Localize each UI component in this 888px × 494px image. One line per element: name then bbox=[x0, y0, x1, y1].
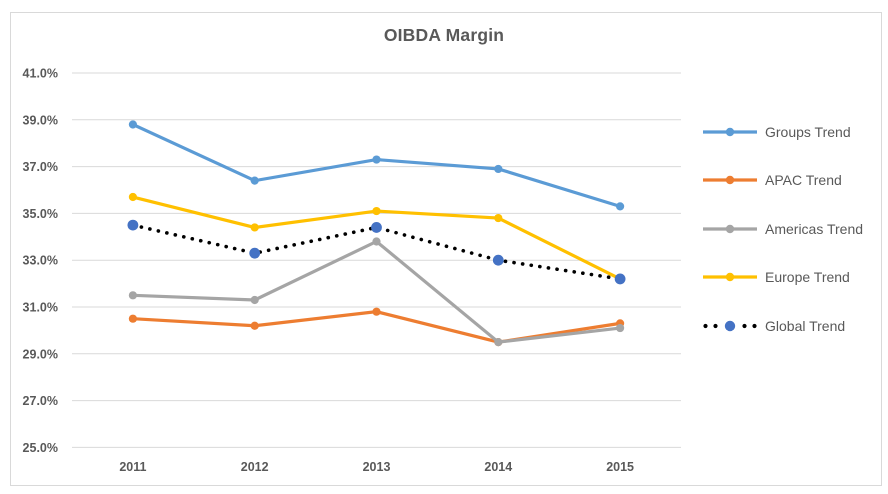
data-point-americas-trend bbox=[250, 295, 259, 305]
legend-swatch-apac-trend bbox=[703, 175, 757, 185]
data-point-apac-trend bbox=[372, 307, 381, 316]
data-point-apac-trend bbox=[128, 314, 137, 323]
data-point-apac-trend bbox=[250, 321, 259, 330]
data-point-global-trend bbox=[371, 222, 382, 233]
x-axis-tick-label: 2011 bbox=[119, 460, 146, 474]
x-axis-tick-label: 2013 bbox=[363, 460, 391, 474]
legend-item-global-trend[interactable]: Global Trend bbox=[702, 315, 863, 336]
data-point-americas-trend bbox=[128, 291, 137, 300]
legend-dot bbox=[752, 323, 757, 328]
legend-swatch-europe-trend bbox=[703, 272, 757, 282]
series-line-groups-trend bbox=[132, 123, 621, 208]
legend-marker bbox=[725, 272, 735, 282]
data-point-global-trend bbox=[127, 219, 139, 231]
legend-item-apac-trend[interactable]: APAC Trend bbox=[702, 170, 863, 191]
legend-swatch-americas-trend bbox=[703, 224, 757, 233]
legend-item-groups-trend[interactable]: Groups Trend bbox=[702, 121, 863, 142]
chart-border bbox=[10, 12, 882, 486]
y-axis-tick-label: 25.0% bbox=[23, 441, 58, 455]
data-point-global-trend bbox=[492, 254, 504, 266]
legend-dot bbox=[713, 323, 718, 328]
series-line-americas-trend bbox=[132, 239, 621, 344]
y-axis-tick-label: 37.0% bbox=[23, 160, 58, 174]
legend-label: Americas Trend bbox=[765, 220, 864, 237]
legend-marker bbox=[724, 320, 736, 331]
legend-label: Global Trend bbox=[765, 317, 846, 334]
legend-marker bbox=[725, 127, 735, 136]
y-axis-tick-label: 31.0% bbox=[23, 301, 58, 315]
data-point-americas-trend bbox=[616, 323, 625, 333]
data-point-groups-trend bbox=[616, 202, 625, 211]
legend-item-europe-trend[interactable]: Europe Trend bbox=[702, 267, 863, 288]
data-point-europe-trend bbox=[250, 223, 259, 232]
data-point-groups-trend bbox=[372, 155, 381, 164]
data-point-groups-trend bbox=[250, 176, 259, 185]
legend: Groups Trend APAC Trend Americas Trend Euro… bbox=[702, 121, 863, 336]
legend-swatch-groups-trend bbox=[703, 127, 757, 136]
data-point-groups-trend bbox=[128, 120, 137, 129]
legend-swatch-global-trend bbox=[703, 320, 757, 331]
data-point-americas-trend bbox=[494, 338, 503, 347]
legend-dot bbox=[742, 323, 747, 328]
y-axis-tick-label: 29.0% bbox=[23, 347, 58, 361]
y-axis-tick-label: 33.0% bbox=[23, 254, 58, 268]
y-axis-tick-label: 27.0% bbox=[23, 394, 58, 408]
x-axis-tick-label: 2014 bbox=[484, 460, 512, 474]
y-axis-tick-label: 35.0% bbox=[23, 207, 58, 221]
legend-label: Groups Trend bbox=[765, 123, 851, 140]
chart-title: OIBDA Margin bbox=[383, 25, 505, 45]
x-axis-tick-label: 2012 bbox=[241, 460, 269, 474]
data-point-groups-trend bbox=[494, 164, 503, 174]
y-axis-tick-label: 41.0% bbox=[23, 67, 58, 81]
y-axis-tick-label: 39.0% bbox=[23, 113, 58, 127]
legend-label: APAC Trend bbox=[765, 172, 842, 188]
data-point-europe-trend bbox=[128, 192, 137, 202]
data-point-global-trend bbox=[614, 273, 626, 285]
data-point-global-trend bbox=[249, 247, 261, 259]
series-line-global-trend bbox=[131, 223, 622, 281]
legend-item-americas-trend[interactable]: Americas Trend bbox=[702, 218, 863, 239]
data-point-europe-trend bbox=[494, 213, 503, 223]
legend-dot bbox=[703, 323, 708, 328]
legend-marker bbox=[725, 224, 735, 233]
legend-marker bbox=[725, 175, 735, 185]
legend-label: Europe Trend bbox=[765, 269, 850, 285]
x-axis-tick-label: 2015 bbox=[606, 460, 634, 474]
data-point-americas-trend bbox=[372, 237, 381, 246]
data-point-europe-trend bbox=[372, 206, 381, 216]
